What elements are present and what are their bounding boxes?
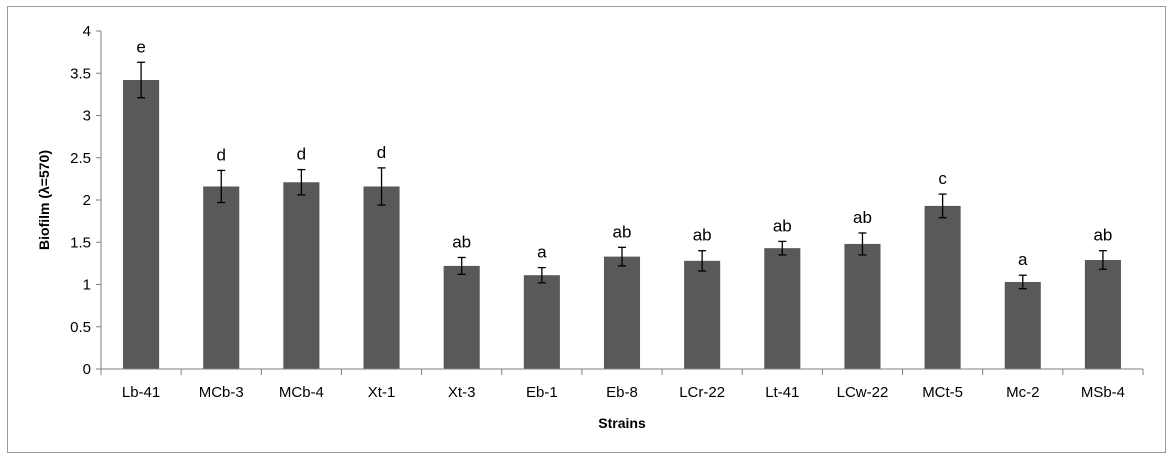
significance-letter: ab <box>853 208 872 227</box>
y-tick-label: 2.5 <box>70 150 91 167</box>
significance-letter: a <box>1018 250 1028 269</box>
y-tick-label: 1.5 <box>70 234 91 251</box>
bar <box>1004 281 1041 369</box>
bar <box>684 260 721 369</box>
x-axis-ticks: Lb-41 MCb-3 MCb-4 Xt-1 Xt-3 Eb-1 Eb-8 LCr-22 Lt-… <box>100 369 1144 401</box>
y-tick-label: 4 <box>83 23 91 40</box>
y-tick-label: 0 <box>83 361 91 378</box>
bar <box>764 248 801 369</box>
x-tick-label: LCr-22 <box>679 384 725 401</box>
significance-letter: d <box>216 145 225 164</box>
bar <box>203 186 240 369</box>
x-tick-label: Eb-1 <box>526 384 558 401</box>
x-axis-title: Strains <box>598 415 646 431</box>
bar <box>844 243 881 369</box>
x-tick-label: Lb-41 <box>122 384 160 401</box>
y-tick-label: 1 <box>83 277 91 294</box>
bar <box>603 256 641 369</box>
significance-letter: ab <box>1093 226 1112 245</box>
significance-letter: a <box>537 243 547 262</box>
significance-letter: d <box>377 143 386 162</box>
x-tick-label: LCw-22 <box>837 384 889 401</box>
x-tick-label: Xt-1 <box>368 384 396 401</box>
bar <box>1084 259 1121 369</box>
bar <box>123 80 160 369</box>
y-tick-label: 2 <box>83 192 91 209</box>
x-tick-label: Xt-3 <box>448 384 476 401</box>
significance-letter: ab <box>613 222 632 241</box>
significance-letter: e <box>136 37 145 56</box>
significance-letter: ab <box>693 226 712 245</box>
y-tick-label: 0.5 <box>70 319 91 336</box>
y-axis-title: Biofilm (λ=570) <box>36 150 52 250</box>
significance-letter: c <box>938 169 947 188</box>
bar <box>443 265 480 369</box>
y-tick-label: 3 <box>83 108 91 125</box>
x-tick-label: Mc-2 <box>1006 384 1039 401</box>
x-tick-label: Eb-8 <box>606 384 638 401</box>
significance-letter: ab <box>452 232 471 251</box>
significance-letter: ab <box>773 216 792 235</box>
x-tick-label: MCb-4 <box>279 384 324 401</box>
y-tick-label: 3.5 <box>70 65 91 82</box>
bar <box>283 182 320 369</box>
y-axis-ticks: 0 0.5 1 1.5 2 2.5 3 3.5 4 <box>70 23 101 378</box>
x-tick-label: MSb-4 <box>1081 384 1125 401</box>
bars <box>123 80 1121 369</box>
bar <box>523 275 560 369</box>
error-bars <box>137 61 1107 290</box>
bar <box>924 205 961 369</box>
bar <box>363 186 400 369</box>
x-tick-label: Lt-41 <box>765 384 799 401</box>
x-tick-label: MCb-3 <box>199 384 244 401</box>
significance-letters: e d d d ab a ab ab ab ab c a ab <box>136 37 1112 269</box>
x-tick-label: MCt-5 <box>922 384 963 401</box>
chart-frame <box>7 6 1166 453</box>
significance-letter: d <box>297 145 306 164</box>
